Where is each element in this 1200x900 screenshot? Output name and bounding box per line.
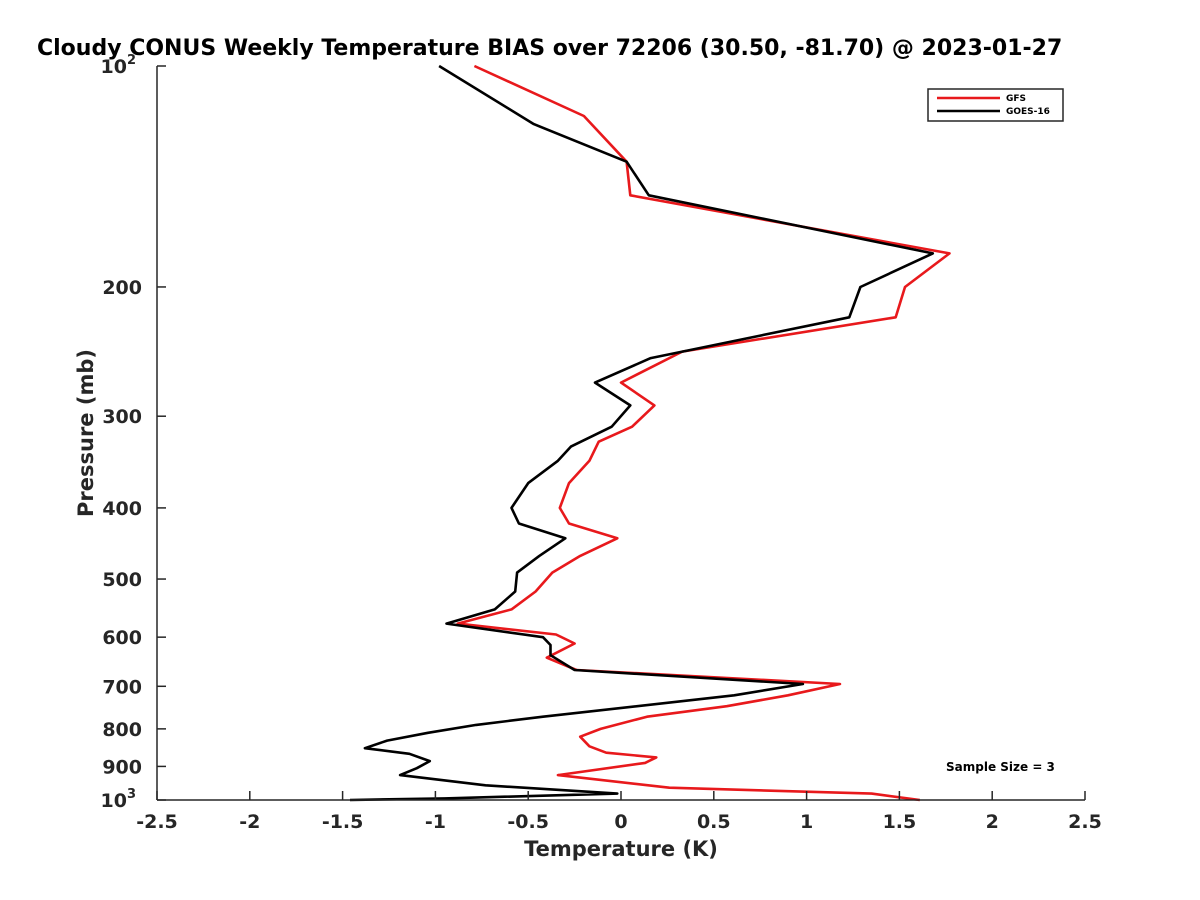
x-tick-label: -2 [239, 811, 260, 833]
y-tick-label: 103 [101, 787, 137, 812]
y-tick-exponent: 3 [127, 787, 136, 802]
x-axis-title: Temperature (K) [524, 837, 718, 861]
x-tick-label: 1.5 [883, 811, 917, 833]
legend-label-gfs: GFS [1006, 94, 1026, 104]
x-tick-label: -1.5 [322, 811, 364, 833]
y-tick-label: 700 [102, 676, 142, 698]
chart-title: Cloudy CONUS Weekly Temperature BIAS ove… [37, 36, 1062, 61]
y-tick-label: 300 [102, 406, 142, 428]
x-tick-label: -1 [425, 811, 446, 833]
x-tick-label: 2.5 [1068, 811, 1102, 833]
x-tick-label: -2.5 [136, 811, 178, 833]
x-tick-label: 1 [800, 811, 813, 833]
sample-size-annotation: Sample Size = 3 [946, 760, 1055, 774]
legend-label-goes16: GOES-16 [1006, 107, 1050, 117]
series-line-goes16 [349, 64, 935, 802]
legend-box [927, 88, 1064, 122]
y-axis-ticks: 102 200 300 400 500 600 700 800 900 103 [101, 53, 166, 812]
y-tick-exponent: 2 [127, 53, 136, 68]
x-tick-label: 0 [614, 811, 627, 833]
y-tick-label: 600 [102, 627, 142, 649]
legend: GFS GOES-16 [927, 88, 1064, 122]
series-layer [349, 64, 951, 802]
x-tick-label: 0.5 [697, 811, 731, 833]
y-tick-label: 900 [102, 756, 142, 778]
y-tick-label: 800 [102, 719, 142, 741]
y-tick-label: 200 [102, 277, 142, 299]
y-tick-label: 500 [102, 569, 142, 591]
series-line-gfs [456, 64, 951, 802]
x-tick-label: -0.5 [507, 811, 549, 833]
y-tick-label: 102 [101, 53, 137, 78]
y-axis-title: Pressure (mb) [74, 349, 98, 517]
x-tick-label: 2 [986, 811, 999, 833]
y-tick-label: 400 [102, 498, 142, 520]
x-axis-ticks: -2.5 -2 -1.5 -1 -0.5 0 0.5 1 1.5 2 2.5 [136, 791, 1102, 833]
